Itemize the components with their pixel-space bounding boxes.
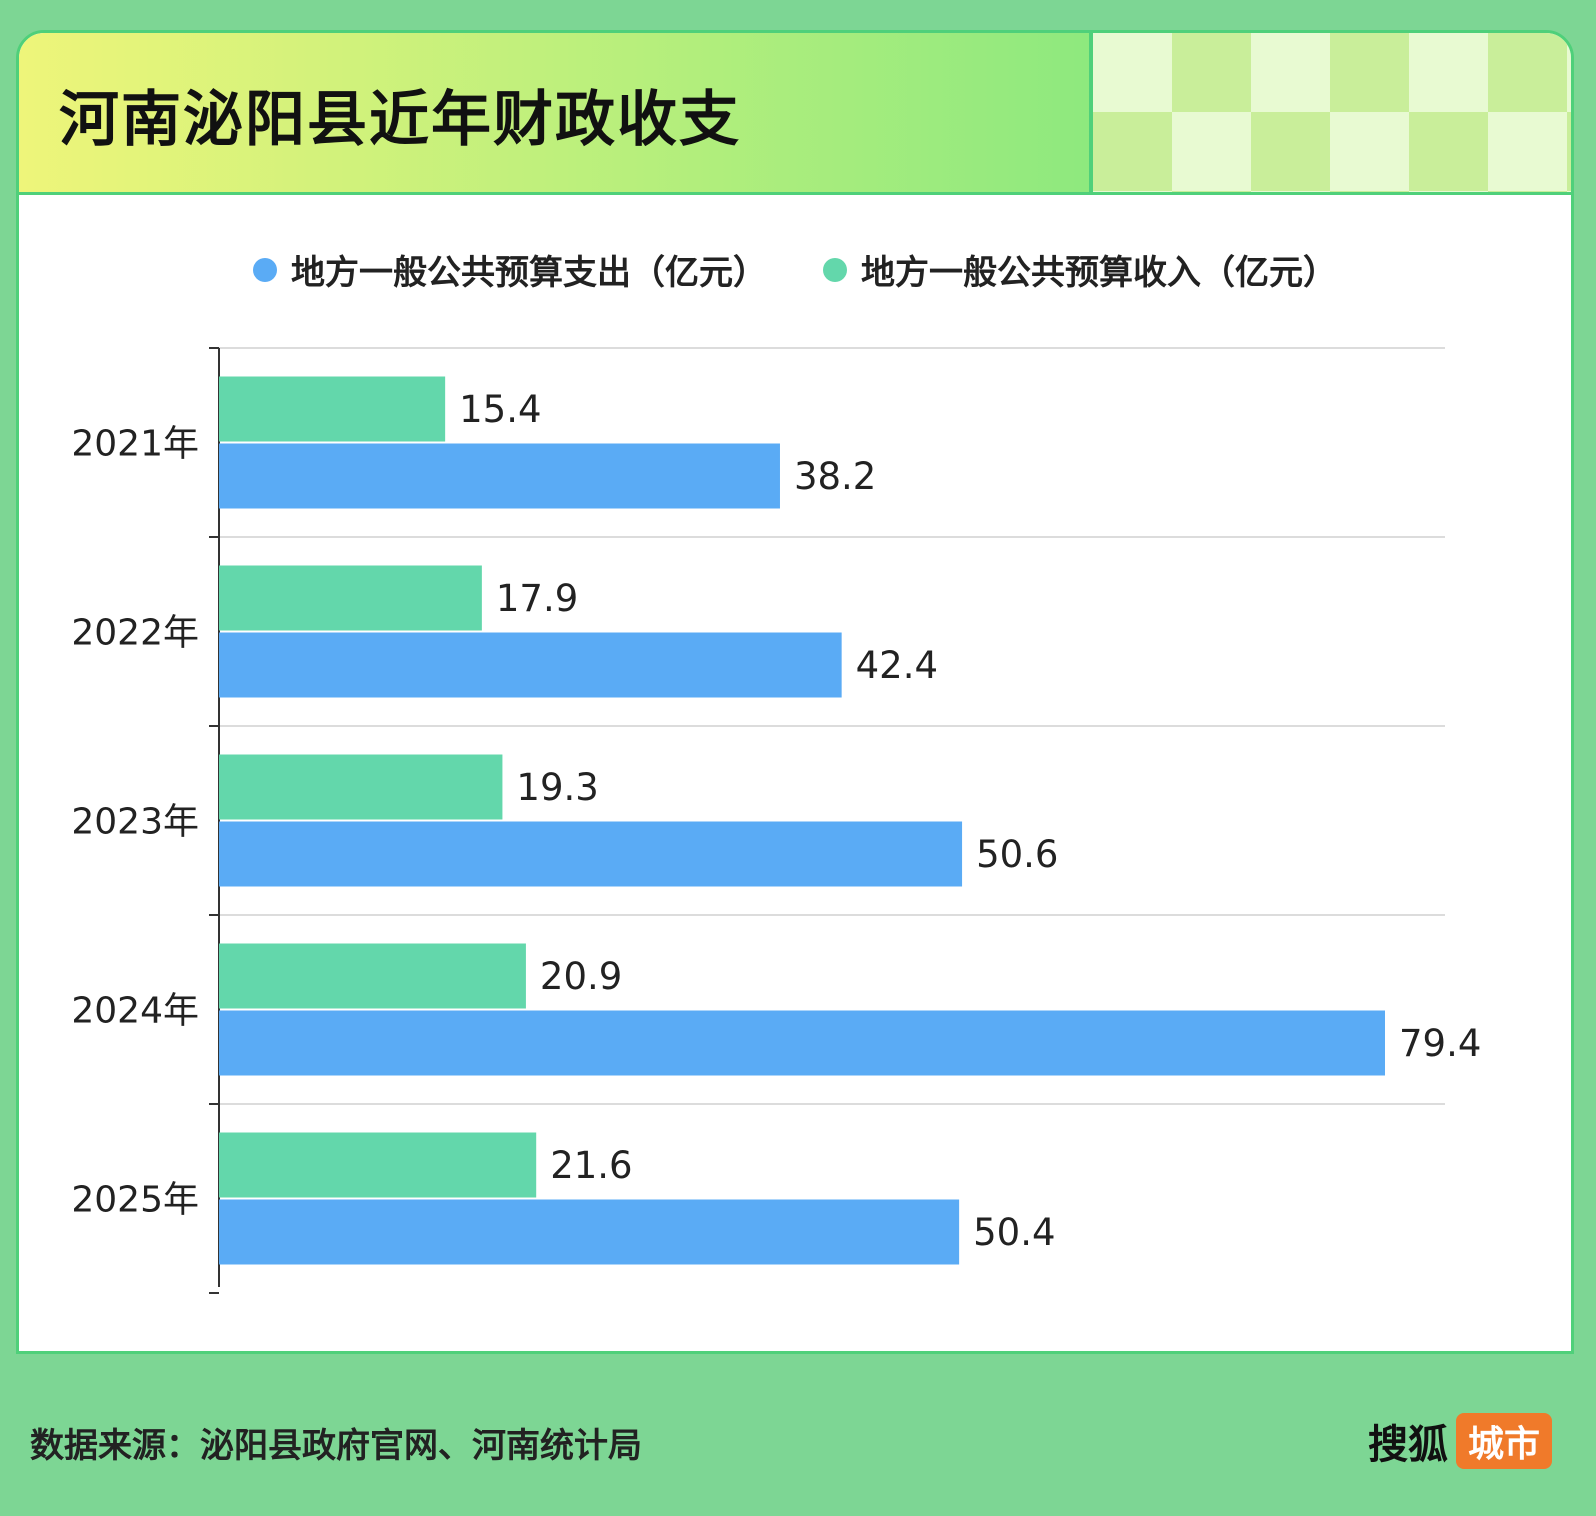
category-label: 2023年 bbox=[71, 802, 199, 843]
bar-expenditure bbox=[219, 443, 780, 509]
data-source: 数据来源：泌阳县政府官网、河南统计局 bbox=[30, 1426, 642, 1466]
legend-item-expenditure: 地方一般公共预算支出（亿元） bbox=[253, 245, 767, 294]
bar-expenditure bbox=[219, 1010, 1385, 1076]
data-label: 20.9 bbox=[540, 955, 622, 998]
checker-decoration bbox=[1089, 33, 1571, 192]
data-label: 42.4 bbox=[856, 644, 938, 687]
data-label: 38.2 bbox=[794, 455, 876, 498]
data-label: 15.4 bbox=[459, 388, 541, 431]
category-label: 2025年 bbox=[71, 1180, 199, 1221]
bar-revenue bbox=[219, 1132, 537, 1198]
data-label: 50.4 bbox=[973, 1211, 1055, 1254]
bar-revenue bbox=[219, 565, 482, 631]
category-label: 2022年 bbox=[71, 613, 199, 654]
legend-dot-revenue bbox=[823, 257, 847, 282]
legend-item-revenue: 地方一般公共预算收入（亿元） bbox=[823, 245, 1337, 294]
data-label: 17.9 bbox=[496, 577, 578, 620]
bar-revenue bbox=[219, 943, 526, 1009]
legend: 地方一般公共预算支出（亿元） 地方一般公共预算收入（亿元） bbox=[19, 245, 1571, 294]
bar-revenue bbox=[219, 754, 503, 820]
data-label: 19.3 bbox=[516, 766, 598, 809]
chart-title: 河南泌阳县近年财政收支 bbox=[59, 85, 741, 155]
bar-expenditure bbox=[219, 632, 842, 698]
bar-expenditure bbox=[219, 1199, 960, 1265]
category-label: 2021年 bbox=[71, 424, 199, 465]
data-label: 79.4 bbox=[1399, 1022, 1481, 1065]
legend-dot-expenditure bbox=[253, 257, 277, 282]
logo-badge: 城市 bbox=[1456, 1413, 1553, 1469]
data-label: 21.6 bbox=[550, 1144, 632, 1187]
legend-label-revenue: 地方一般公共预算收入（亿元） bbox=[861, 253, 1337, 293]
data-label: 50.6 bbox=[976, 833, 1058, 876]
legend-label-expenditure: 地方一般公共预算支出（亿元） bbox=[291, 253, 767, 293]
bar-revenue bbox=[219, 376, 446, 442]
logo-text: 搜狐 bbox=[1368, 1422, 1448, 1468]
category-label: 2024年 bbox=[71, 991, 199, 1032]
sohu-city-logo: 搜狐 城市 bbox=[1368, 1412, 1553, 1470]
bar-expenditure bbox=[219, 821, 963, 887]
header-banner: 河南泌阳县近年财政收支 bbox=[19, 33, 1571, 195]
